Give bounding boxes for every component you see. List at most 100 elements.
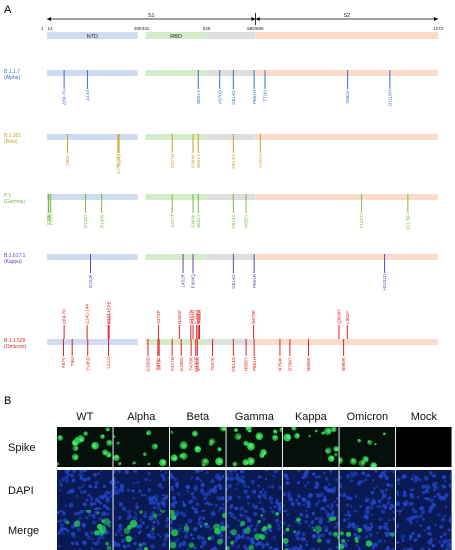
domain-block-track bbox=[206, 254, 256, 260]
mutation-label: V1176F bbox=[405, 214, 410, 230]
mutation-label: N764K bbox=[278, 356, 283, 371]
mutation-label: D138Y bbox=[83, 214, 88, 228]
micrograph-dapi-kappa bbox=[283, 470, 339, 510]
mutation-label: K417N bbox=[170, 154, 175, 168]
variant-common-name: (Beta) bbox=[4, 139, 18, 145]
mutation-label: L212I bbox=[106, 357, 111, 369]
micrograph-merge-omicron bbox=[339, 510, 396, 550]
domain-block bbox=[47, 32, 138, 39]
variant-track-4: B.1.1.529(Omicron) A67V Δ69-70 T95I Y145D Δ14… bbox=[4, 301, 438, 372]
mutation-label: A570D bbox=[217, 89, 222, 104]
mutation-label: H1101D bbox=[382, 273, 387, 290]
domain-label-rbd: RBD bbox=[170, 34, 182, 40]
mutation-label: R190S bbox=[99, 214, 104, 228]
column-header-kappa: Kappa bbox=[295, 411, 328, 423]
mutation-label: Δ69-70 bbox=[62, 90, 67, 105]
mutation-label: S371L bbox=[155, 357, 160, 371]
micrograph-dapi-beta bbox=[170, 470, 226, 510]
micrograph-spike-omicron bbox=[339, 427, 396, 467]
mutation-label: D614G bbox=[231, 214, 236, 229]
mutation-label: E154K bbox=[88, 273, 93, 288]
mutation-label: K417T bbox=[170, 214, 175, 228]
column-header-wt: WT bbox=[76, 411, 93, 423]
mutation-label: S373P bbox=[156, 310, 161, 324]
micrograph-merge-wt bbox=[57, 510, 113, 550]
domain-block-track bbox=[145, 70, 207, 76]
mutation-label: P26S bbox=[48, 214, 53, 225]
domain-block-track bbox=[47, 254, 138, 260]
mutation-label: Δ142-144 bbox=[85, 304, 90, 324]
mutation-label: P681H bbox=[252, 357, 257, 371]
micrograph-merge-beta bbox=[170, 510, 226, 550]
mutation-label: N856K bbox=[306, 356, 311, 371]
mutation-label: E484A bbox=[191, 309, 196, 324]
micrograph-dapi-wt bbox=[57, 470, 113, 510]
mutation-label: P681R bbox=[252, 273, 257, 288]
domain-block-track bbox=[145, 339, 207, 345]
mutation-label: P681H bbox=[252, 90, 257, 104]
mutation-label: D614G bbox=[231, 274, 236, 289]
micrograph-merge-kappa bbox=[283, 510, 339, 550]
mutation-label: D614G bbox=[231, 90, 236, 105]
mutation-label: D1118H bbox=[387, 90, 392, 106]
column-header-mock: Mock bbox=[411, 411, 438, 423]
column-header-gamma: Gamma bbox=[235, 411, 275, 423]
mutation-label: Q498R bbox=[195, 356, 200, 371]
mutation-label: T716I bbox=[263, 90, 268, 102]
mutation-label: D796Y bbox=[287, 357, 292, 371]
micrograph-merge-alpha bbox=[113, 510, 170, 550]
column-header-beta: Beta bbox=[187, 411, 211, 423]
mutation-label: K417N bbox=[170, 357, 175, 371]
mutation-label: E484K bbox=[191, 213, 196, 228]
mutation-label: H655Y bbox=[244, 357, 249, 371]
mutation-label: Δ69-70 bbox=[62, 309, 67, 324]
mutation-label: Y505H bbox=[197, 310, 202, 324]
mutation-label: N440K bbox=[177, 309, 182, 324]
position-tick-label: 331 bbox=[142, 26, 150, 31]
mutation-label: N969K bbox=[341, 356, 346, 371]
domain-block-track bbox=[255, 134, 438, 140]
mutation-label: S982A bbox=[345, 89, 350, 104]
variant-name: B.1.617.1 bbox=[4, 253, 26, 259]
mutation-label: N501Y bbox=[196, 90, 201, 104]
panel-b-label: B bbox=[4, 395, 11, 407]
position-tick-label: 1273 bbox=[433, 26, 444, 31]
domain-block bbox=[255, 32, 438, 39]
domain-block-track bbox=[255, 194, 438, 200]
position-tick-label: 306 bbox=[134, 26, 142, 31]
micrograph-dapi-mock bbox=[396, 470, 452, 510]
variant-common-name: (Omicron) bbox=[4, 344, 27, 350]
micrograph-spike-gamma bbox=[226, 427, 283, 467]
domain-block bbox=[206, 32, 256, 39]
mutation-label: D80A bbox=[65, 153, 70, 165]
position-tick-label: 528 bbox=[203, 26, 211, 31]
mutation-label: T20N bbox=[47, 214, 52, 225]
variant-name: B.1.351 bbox=[4, 133, 21, 139]
variant-track-0: B.1.1.7(Alpha) Δ69-70 Δ144 N501Y A570D D614G P… bbox=[4, 69, 438, 106]
mutation-label: S477N bbox=[188, 310, 193, 324]
domain-block-track bbox=[47, 194, 138, 200]
domain-block-track bbox=[206, 339, 256, 345]
micrograph-grid: WT Alpha Beta Gamma Kappa Omicron Mock Spike DAP… bbox=[8, 411, 452, 550]
mutation-label: G446S bbox=[179, 357, 184, 371]
mutation-label: Q954H bbox=[337, 309, 342, 324]
variant-common-name: (Alpha) bbox=[4, 75, 20, 81]
domain-block-track bbox=[206, 134, 256, 140]
mutation-label: T478K bbox=[189, 356, 194, 370]
domain-block-track bbox=[206, 70, 256, 76]
variant-track-3: B.1.617.1(Kappa) E154K L452R E484Q D614G P681… bbox=[4, 253, 438, 291]
spike-reference-map: S1 S2 1 14 306 331 528 685/686 1273 NTD RBD bbox=[41, 13, 444, 40]
variant-tracks: B.1.1.7(Alpha)Δ69-70 Δ144 N501Y A570D D614G P… bbox=[4, 69, 438, 372]
mutation-label: D614G bbox=[231, 154, 236, 169]
domain-block-track bbox=[145, 194, 207, 200]
mutation-label: G339D bbox=[146, 356, 151, 371]
mutation-label: L18F bbox=[46, 214, 51, 225]
mutation-label: N501Y bbox=[196, 214, 201, 228]
mutation-label: Y145D bbox=[85, 356, 90, 371]
domain-block bbox=[145, 32, 207, 39]
position-tick-label: 14 bbox=[48, 26, 54, 31]
mutation-label: L452R bbox=[181, 273, 186, 287]
mutation-label: S375F bbox=[157, 357, 162, 371]
mutation-label: Δ211 bbox=[106, 313, 111, 324]
